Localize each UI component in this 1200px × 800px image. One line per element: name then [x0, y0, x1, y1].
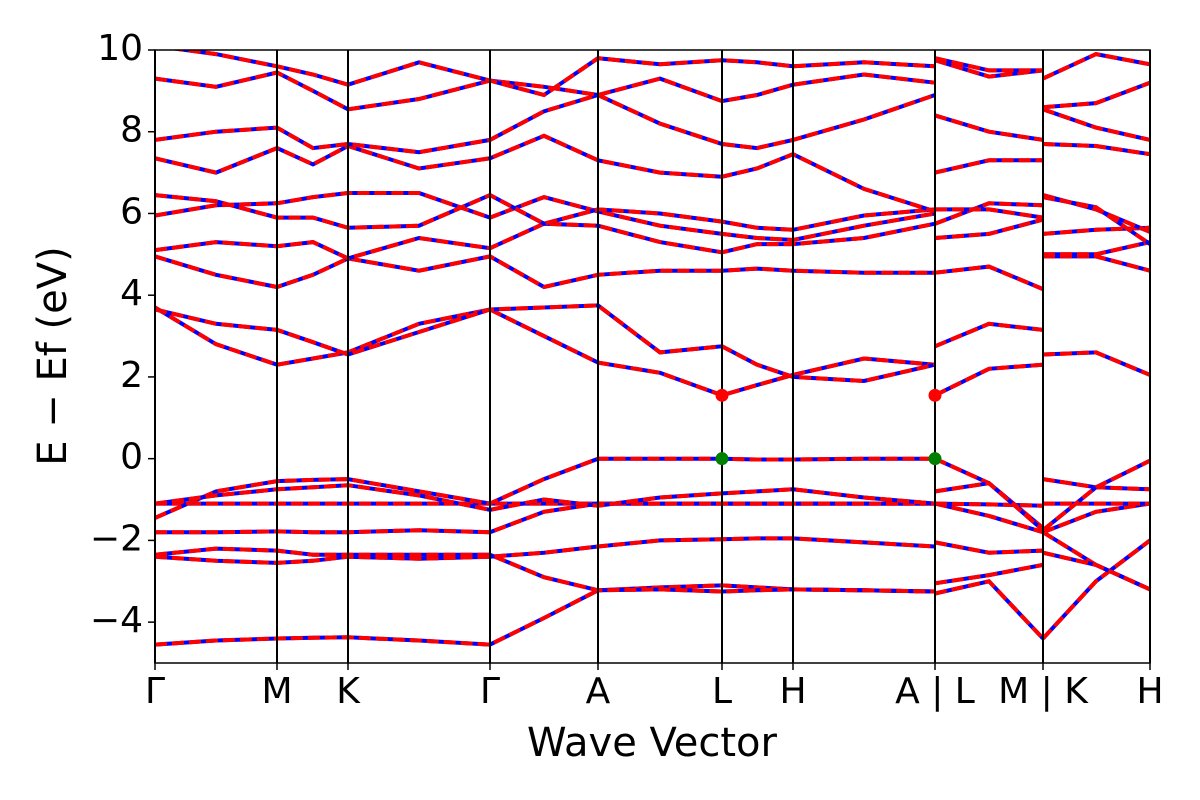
band-line [155, 192, 1150, 246]
x-tick-label: M [261, 671, 292, 712]
x-tick-label: M | K [998, 671, 1089, 712]
band-line [155, 254, 1150, 384]
x-tick-label: L [712, 671, 732, 712]
y-tick-label: 2 [120, 355, 143, 396]
y-tick-label: −2 [90, 518, 143, 559]
band-line [155, 536, 1150, 592]
band-line [155, 538, 1150, 647]
band-line [155, 501, 1150, 508]
plot-frame [154, 49, 1151, 664]
band-line [155, 536, 1150, 592]
band-line [155, 305, 1150, 398]
y-tick-label: 6 [120, 191, 143, 232]
y-axis-label: E − Ef (eV) [30, 246, 76, 465]
y-tick-label: 8 [120, 110, 143, 151]
band-line [155, 501, 1150, 535]
band-edge-point [928, 452, 942, 466]
x-tick-label: Γ [480, 671, 500, 712]
y-tick-label: −4 [90, 600, 143, 641]
x-tick-label: H [1136, 671, 1163, 712]
y-tick-label: 0 [120, 437, 143, 478]
band-edge-point [928, 388, 942, 402]
band-line [155, 305, 1150, 398]
x-tick-label: K [336, 671, 361, 712]
band-line [155, 254, 1150, 384]
x-tick-label: A | L [895, 671, 975, 712]
band-edge-point [715, 388, 729, 402]
y-tick-label: 10 [97, 28, 143, 69]
band-line [155, 133, 1150, 214]
band-line [155, 240, 1150, 291]
x-tick-label: Γ [145, 671, 165, 712]
x-tick-label: A [586, 671, 611, 712]
y-tick-label: 4 [120, 273, 143, 314]
plot-area [155, 50, 1150, 647]
band-line [155, 240, 1150, 291]
band-edge-point [715, 452, 729, 466]
band-line [155, 458, 1150, 532]
band-line [155, 58, 1150, 112]
x-tick-label: H [779, 671, 806, 712]
band-line [155, 92, 1150, 155]
x-axis-label: Wave Vector [527, 720, 778, 766]
band-line [170, 50, 1150, 98]
